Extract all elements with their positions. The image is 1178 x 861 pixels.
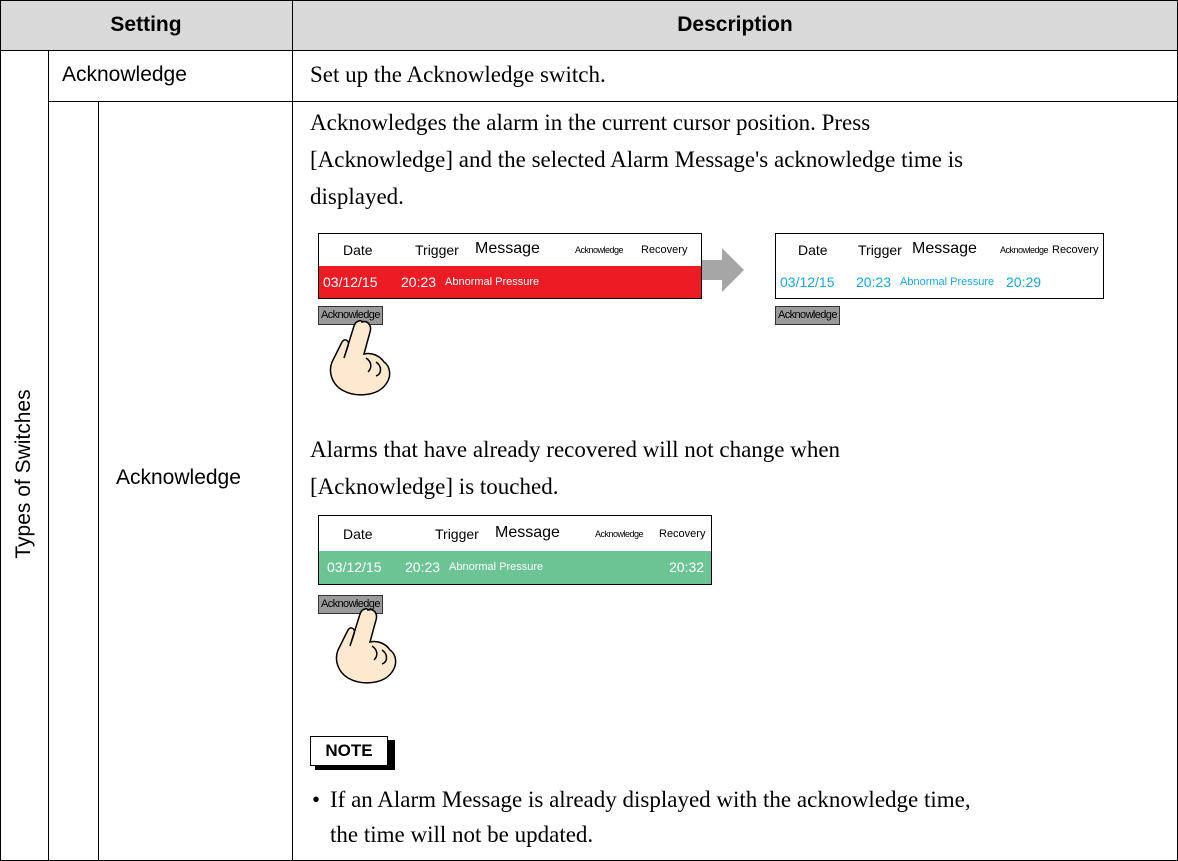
alarm-table: Date Trigger Message Acknowledge Recover… (775, 233, 1104, 299)
arrow (702, 248, 744, 292)
cell: 20:23 (405, 559, 441, 575)
group-label: Types of Switches (12, 389, 35, 559)
cell: 03/12/15 (327, 559, 382, 575)
text-line: [Acknowledge] and the selected Alarm Mes… (310, 147, 964, 172)
column-header: Recovery (641, 244, 688, 256)
border (48, 101, 1178, 102)
alarm-table: Date Trigger Message Acknowledge Recover… (318, 515, 712, 585)
text-line: Acknowledges the alarm in the current cu… (310, 110, 871, 135)
header-bg (0, 0, 1178, 50)
alarm-row: 03/12/15 20:23 Abnormal Pressure 20:29 (776, 266, 1103, 298)
cell: 03/12/15 (780, 274, 835, 290)
cell: 03/12/15 (323, 274, 378, 290)
border (292, 0, 293, 861)
column-header: Recovery (659, 528, 706, 540)
column-header: Date (343, 526, 373, 542)
note-text: the time will not be updated. (330, 822, 594, 847)
text-line: [Acknowledge] is touched. (310, 474, 559, 499)
hand-icon (335, 608, 397, 684)
button: Acknowledge (775, 306, 840, 325)
alarm-row: 03/12/15 20:23 Abnormal Pressure 20:32 (319, 551, 711, 584)
cell: 20:32 (669, 559, 705, 575)
note-label: NOTE (310, 736, 388, 766)
column-header: Trigger (415, 242, 459, 258)
column-header: Message (495, 524, 560, 541)
border (48, 50, 49, 861)
column-header: Date (798, 242, 828, 258)
text-line: Alarms that have already recovered will … (310, 437, 841, 462)
note-text: If an Alarm Message is already displayed… (330, 787, 971, 812)
header-description: Description (677, 13, 793, 36)
alarm-table: Date Trigger Message Acknowledge Recover… (318, 233, 702, 299)
column-header: Date (343, 242, 373, 258)
alarm-row: 03/12/15 20:23 Abnormal Pressure (319, 266, 701, 298)
border (0, 50, 1178, 51)
header-setting: Setting (110, 13, 182, 36)
column-header: Acknowledge (575, 245, 624, 255)
bullet: • (312, 787, 321, 812)
border (0, 0, 1, 861)
column-header: Message (475, 240, 540, 257)
setting-label: Acknowledge (116, 466, 241, 489)
setting-label: Acknowledge (62, 63, 187, 86)
button: Acknowledge (318, 306, 383, 325)
description: Set up the Acknowledge switch. (310, 62, 606, 87)
cell: Abnormal Pressure (445, 276, 540, 288)
border (98, 101, 99, 861)
cell: Abnormal Pressure (900, 276, 995, 288)
column-header: Recovery (1052, 244, 1099, 256)
cell: Abnormal Pressure (449, 561, 544, 573)
column-header: Trigger (435, 526, 479, 542)
cell: 20:23 (401, 274, 437, 290)
cell: 20:23 (856, 274, 892, 290)
cell: 20:29 (1006, 274, 1042, 290)
column-header: Acknowledge (1000, 245, 1049, 255)
column-header: Trigger (858, 242, 902, 258)
column-header: Acknowledge (595, 529, 644, 539)
column-header: Message (912, 240, 977, 257)
border (0, 0, 1178, 1)
hand-icon (329, 320, 391, 396)
text-line: displayed. (310, 184, 404, 209)
